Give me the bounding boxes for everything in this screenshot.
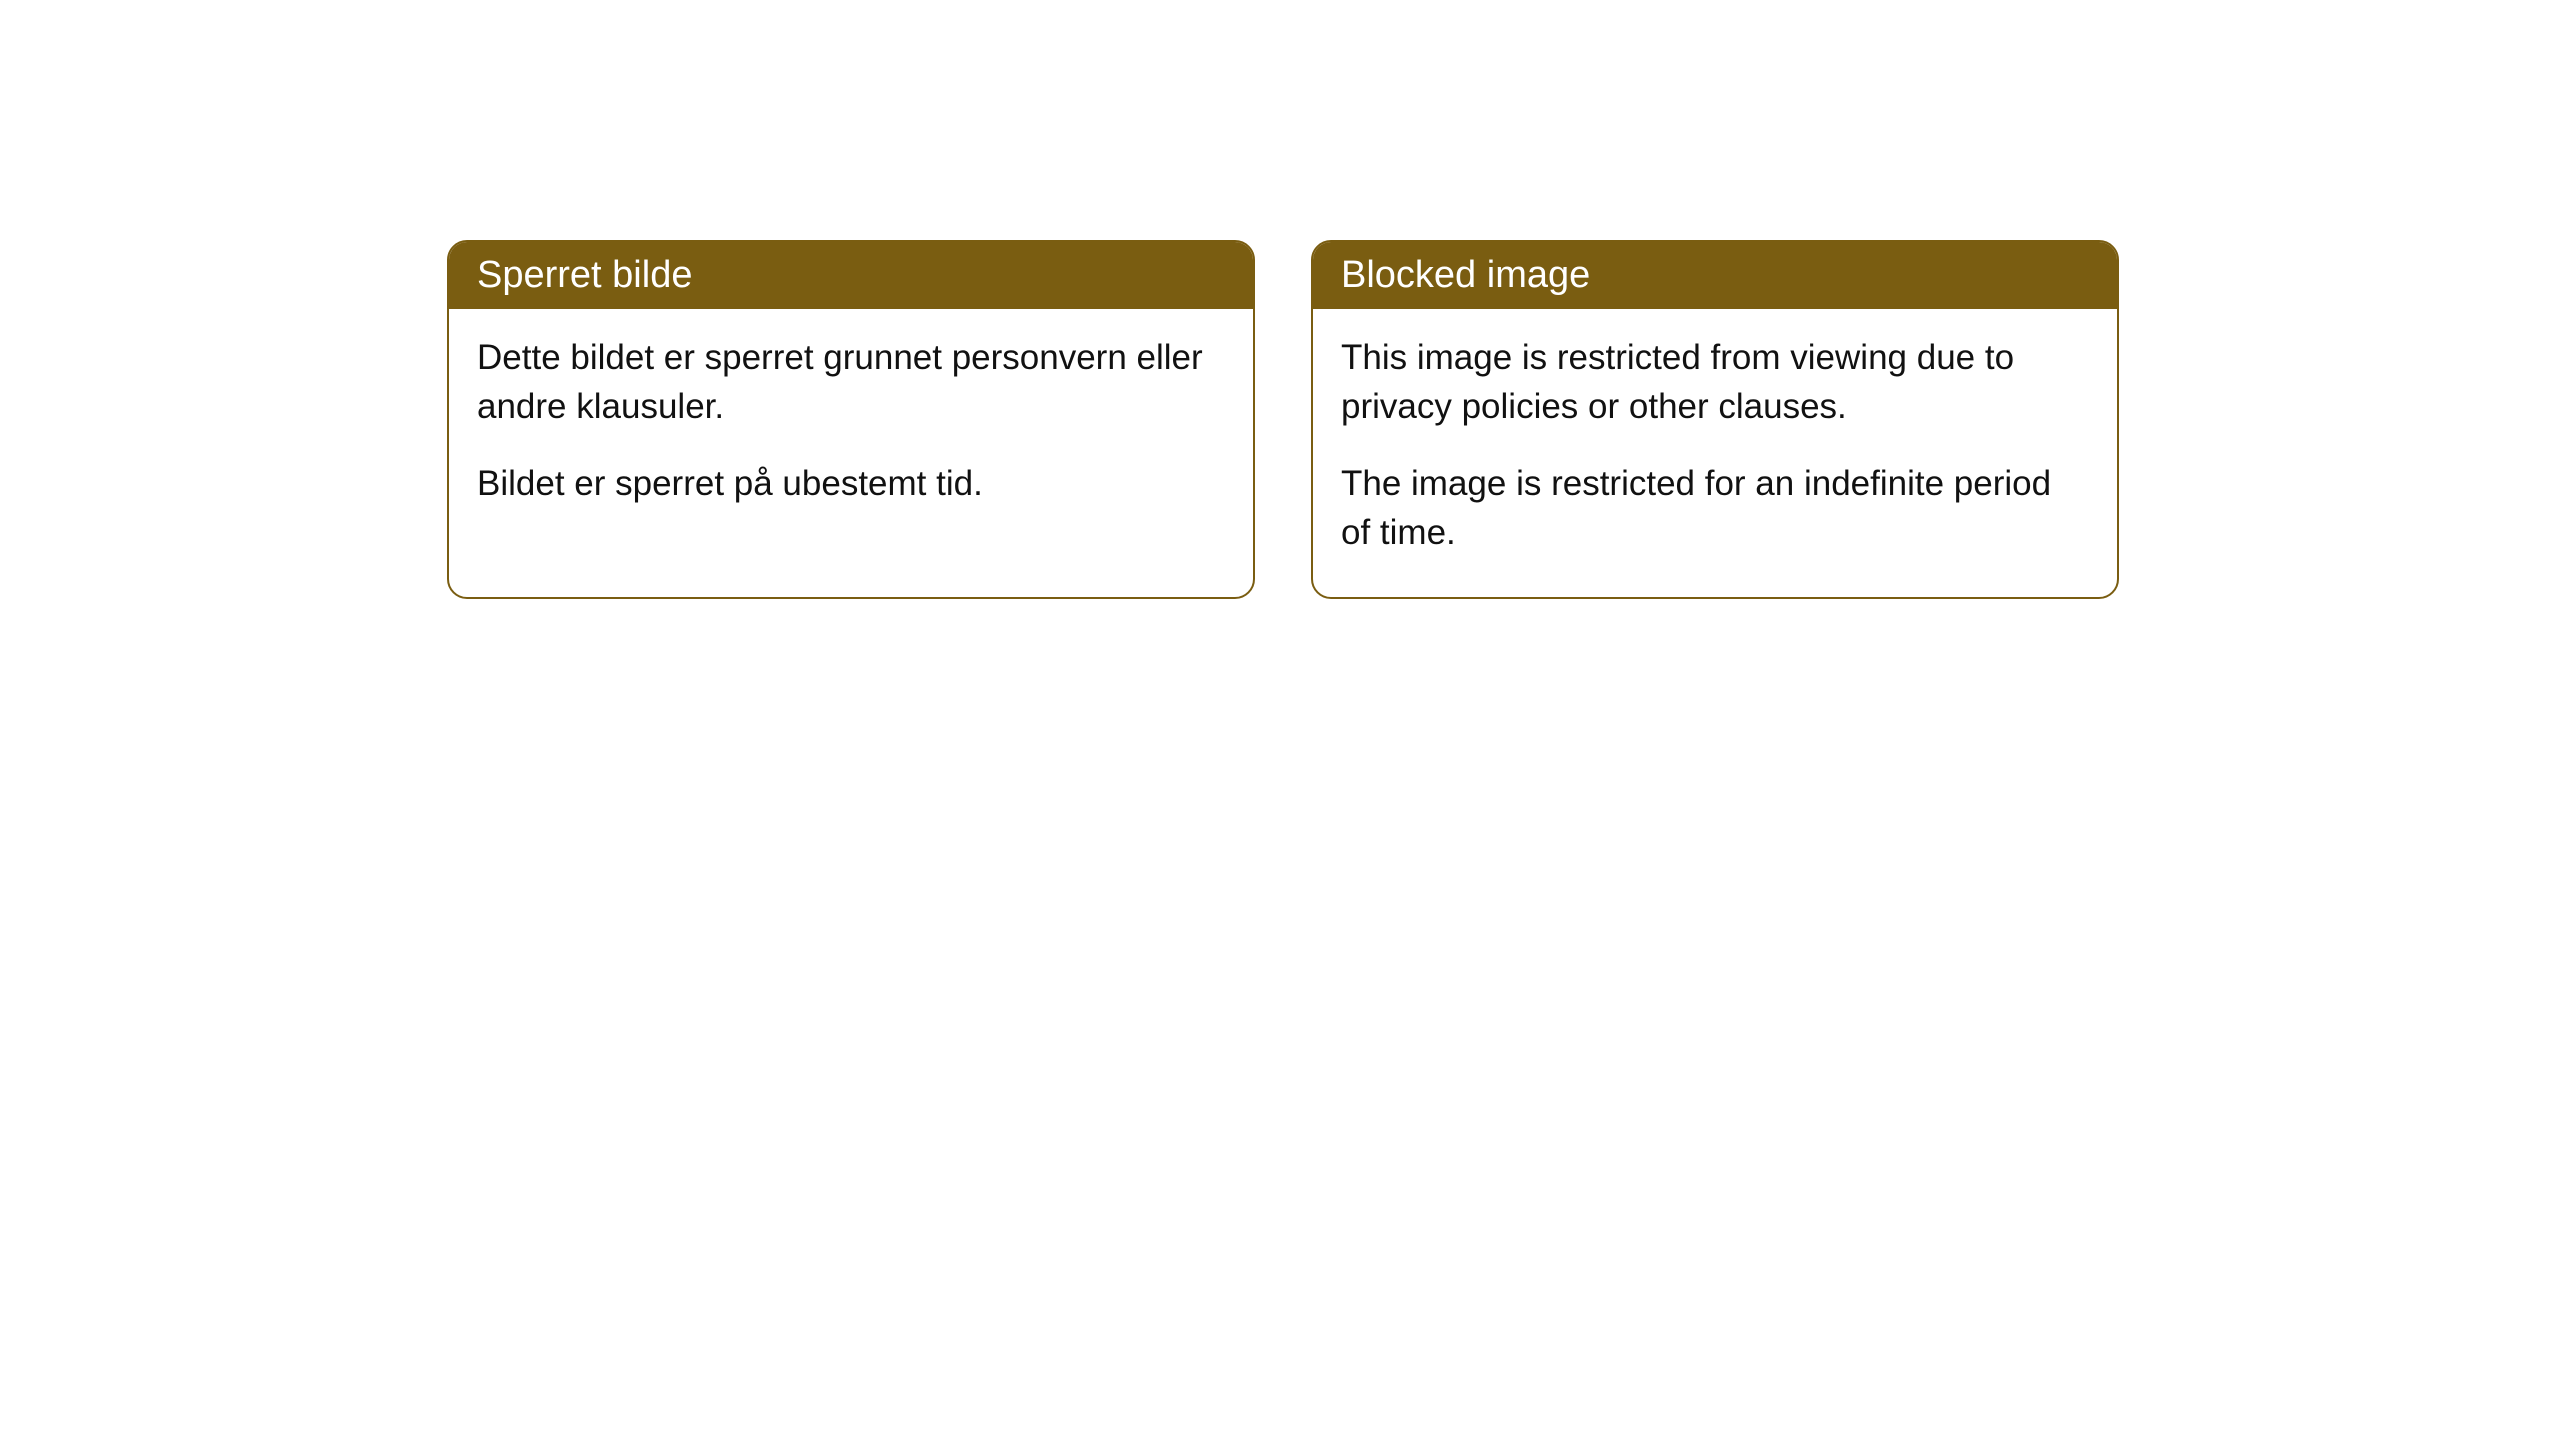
card-paragraph-1: Dette bildet er sperret grunnet personve… bbox=[477, 333, 1225, 431]
card-paragraph-2: The image is restricted for an indefinit… bbox=[1341, 459, 2089, 557]
notice-card-norwegian: Sperret bilde Dette bildet er sperret gr… bbox=[447, 240, 1255, 599]
card-title: Blocked image bbox=[1341, 254, 1590, 296]
card-paragraph-2: Bildet er sperret på ubestemt tid. bbox=[477, 459, 1225, 508]
card-paragraph-1: This image is restricted from viewing du… bbox=[1341, 333, 2089, 431]
notice-cards-container: Sperret bilde Dette bildet er sperret gr… bbox=[447, 240, 2119, 599]
card-body: Dette bildet er sperret grunnet personve… bbox=[449, 309, 1253, 548]
notice-card-english: Blocked image This image is restricted f… bbox=[1311, 240, 2119, 599]
card-title: Sperret bilde bbox=[477, 254, 692, 296]
card-header: Sperret bilde bbox=[449, 242, 1253, 309]
card-body: This image is restricted from viewing du… bbox=[1313, 309, 2117, 597]
card-header: Blocked image bbox=[1313, 242, 2117, 309]
